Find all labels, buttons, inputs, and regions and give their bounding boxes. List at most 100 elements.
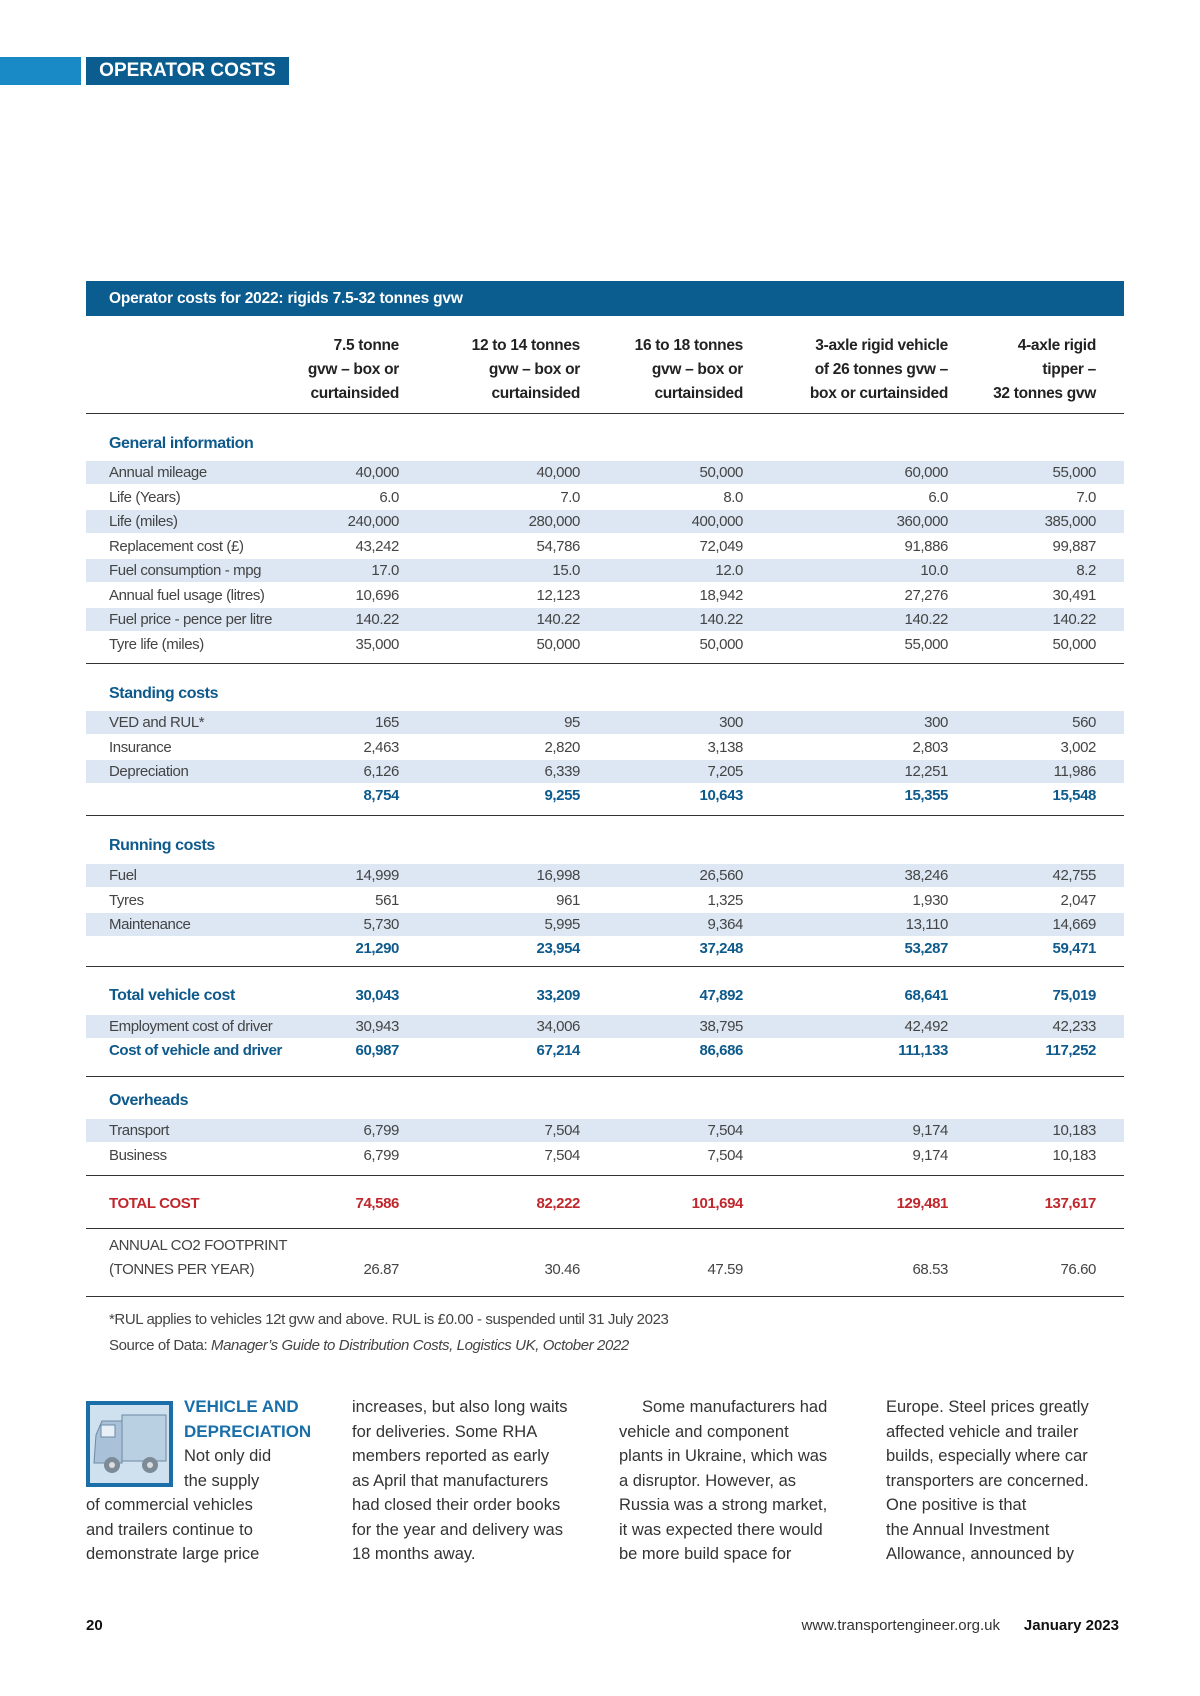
cell-value: 95 [564,714,580,731]
row-shade [86,864,1124,887]
column-header: gvw – box or [307,361,399,378]
row-label: Tyre life (miles) [109,635,204,653]
cell-value: 7.0 [560,488,580,506]
cell-value: 6.0 [379,488,399,506]
row-label: Life (Years) [109,488,181,506]
cell-value: 8.2 [1076,562,1096,579]
article-line: the Annual Investment [886,1520,1050,1539]
article-line: the supply [184,1471,260,1490]
source: Source of Data: Manager’s Guide to Distr… [109,1334,629,1358]
footprint-label: (TONNES PER YEAR) [109,1261,255,1278]
cell-value: 35,000 [355,635,400,653]
row-label: Tyres [109,891,144,909]
cell-value: 75,019 [1052,987,1097,1004]
cell-value: 21,290 [355,939,400,957]
cell-value: 55,000 [1052,464,1097,481]
cell-value: 101,694 [691,1195,744,1212]
cell-value: 7,504 [707,1122,743,1139]
article-line: builds, especially where car [886,1447,1088,1465]
cell-value: 7,504 [544,1122,580,1139]
cell-value: 3,138 [707,738,743,756]
article-line: Russia was a strong market, [619,1496,828,1514]
row-shade [86,608,1124,631]
section-heading: Total vehicle cost [109,987,235,1004]
cell-value: 99,887 [1052,537,1097,555]
row-label: Fuel consumption - mpg [109,562,262,579]
cell-value: 561 [375,891,399,909]
cell-value: 50,000 [699,635,744,653]
footprint-label: ANNUAL CO2 FOOTPRINT [109,1237,288,1254]
footnote: *RUL applies to vehicles 12t gvw and abo… [109,1311,669,1328]
cell-value: 55,000 [904,635,949,653]
source-title: Manager’s Guide to Distribution Costs, L… [211,1337,629,1354]
rule [86,815,1124,816]
cell-value: 16,998 [536,867,581,884]
cell-value: 111,133 [898,1041,948,1059]
cell-value: 360,000 [896,513,949,530]
column-header: box or curtainsided [809,385,948,402]
cell-value: 129,481 [896,1195,949,1212]
table-title-bar: Operator costs for 2022: rigids 7.5-32 t… [86,281,1124,316]
cell-value: 38,246 [904,867,949,884]
article-line: Some manufacturers had [642,1398,828,1416]
cell-value: 13,110 [905,916,949,933]
cell-value: 6,339 [544,763,580,780]
cell-value: 33,209 [536,987,581,1004]
column-header: 12 to 14 tonnes [471,337,581,354]
cell-value: 6,126 [363,763,399,780]
article-line: a disruptor. However, as [619,1471,797,1490]
truck-icon [86,1401,173,1487]
cell-value: 10,183 [1052,1146,1097,1164]
article-line: for deliveries. Some RHA [352,1422,538,1441]
column-header: gvw – box or [488,361,580,378]
article-line: 18 months away. [352,1545,476,1563]
article-heading: DEPRECIATION [184,1421,312,1441]
source-prefix: Source of Data: [109,1337,211,1354]
cell-value: 2,820 [544,738,580,756]
section-heading: Running costs [109,837,215,854]
row-label: Employment cost of driver [109,1018,273,1035]
cell-value: 59,471 [1052,939,1097,957]
cell-value: 3,002 [1060,738,1096,756]
cell-value: 400,000 [691,513,744,530]
cell-value: 50,000 [536,635,581,653]
cell-value: 53,287 [904,939,949,957]
row-label: Business [109,1146,167,1164]
cell-value: 2,047 [1060,891,1096,909]
row-shade [86,1015,1124,1038]
column-header: tipper – [1042,361,1096,378]
row-shade [86,760,1124,783]
cell-value: 60,987 [355,1041,400,1059]
cell-value: 15,355 [904,786,949,804]
cell-value: 37,248 [699,939,744,957]
cell-value: 30,491 [1052,586,1097,604]
article-line: members reported as early [352,1447,550,1465]
cell-value: 10,643 [699,786,744,804]
cell-value: 560 [1072,714,1096,731]
cell-value: 300 [924,714,948,731]
article-heading: VEHICLE AND [184,1397,299,1416]
article-line: transporters are concerned. [886,1471,1089,1490]
cell-value: 47.59 [707,1261,743,1278]
cell-value: 140.22 [904,611,949,628]
cell-value: 385,000 [1044,513,1097,530]
article-line: Allowance, announced by [886,1545,1075,1563]
cell-value: 76.60 [1060,1261,1096,1278]
article-line: for the year and delivery was [352,1520,563,1539]
rule [86,1296,1124,1297]
cell-value: 68,641 [904,987,949,1004]
footer-url: www.transportengineer.org.uk [801,1617,1000,1634]
cell-value: 17.0 [371,562,399,579]
cell-value: 6,799 [363,1146,399,1164]
column-header: curtainsided [310,385,399,402]
article-line: vehicle and component [619,1422,789,1441]
column-header: of 26 tonnes gvw – [814,361,949,378]
row-label: Maintenance [109,916,191,933]
row-shade [86,1119,1124,1142]
cell-value: 5,730 [363,916,399,933]
cell-value: 140.22 [355,611,400,628]
cell-value: 91,886 [904,537,949,555]
cell-value: 15,548 [1052,786,1097,804]
cell-value: 10,696 [355,586,400,604]
cell-value: 240,000 [347,513,400,530]
